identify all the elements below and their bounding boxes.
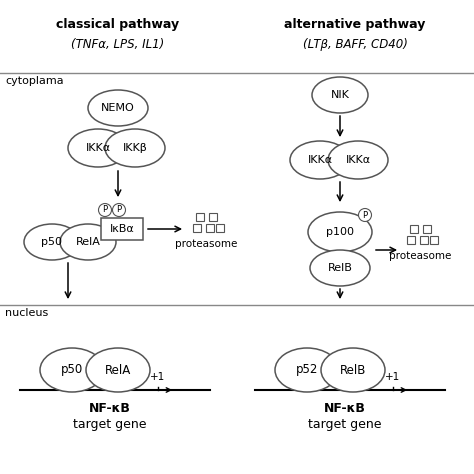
Ellipse shape [310,250,370,286]
Text: +1: +1 [150,372,165,382]
Text: classical pathway: classical pathway [56,18,180,31]
Bar [196,213,204,221]
Text: target gene: target gene [308,418,382,431]
Ellipse shape [68,129,128,167]
Text: RelB: RelB [328,263,353,273]
Ellipse shape [328,141,388,179]
Ellipse shape [358,209,372,221]
Ellipse shape [308,212,372,252]
Bar [430,236,438,244]
Ellipse shape [112,203,126,217]
Text: p100: p100 [326,227,354,237]
Text: P: P [363,210,367,219]
Ellipse shape [24,224,80,260]
Text: cytoplama: cytoplama [5,76,64,86]
Text: NF-κB: NF-κB [89,402,131,415]
Text: P: P [117,206,121,215]
Ellipse shape [60,224,116,260]
Ellipse shape [312,77,368,113]
Bar [206,224,214,232]
Bar [410,225,418,233]
Text: (LTβ, BAFF, CD40): (LTβ, BAFF, CD40) [302,38,408,51]
Bar [209,213,217,221]
Text: IKKα: IKKα [346,155,371,165]
Text: IKKα: IKKα [85,143,110,153]
Ellipse shape [88,90,148,126]
Text: proteasome: proteasome [389,251,451,261]
Text: IκBα: IκBα [109,224,134,234]
Text: p50: p50 [61,364,83,376]
Ellipse shape [86,348,150,392]
Text: target gene: target gene [73,418,147,431]
Text: P: P [102,206,108,215]
Bar [193,224,201,232]
Text: NEMO: NEMO [101,103,135,113]
Text: +1: +1 [385,372,400,382]
Text: IKKβ: IKKβ [123,143,147,153]
Text: RelB: RelB [340,364,366,376]
Text: IKKα: IKKα [308,155,333,165]
Text: p50: p50 [42,237,63,247]
Text: NF-κB: NF-κB [324,402,366,415]
Text: p52: p52 [296,364,318,376]
Bar [420,236,428,244]
Bar [423,225,431,233]
Ellipse shape [99,203,111,217]
Text: nucleus: nucleus [5,308,48,318]
Text: RelA: RelA [75,237,100,247]
Ellipse shape [321,348,385,392]
Text: alternative pathway: alternative pathway [284,18,426,31]
Bar [101,218,143,240]
Ellipse shape [275,348,339,392]
Bar [216,224,224,232]
Ellipse shape [105,129,165,167]
Bar [407,236,415,244]
Ellipse shape [290,141,350,179]
Text: NIK: NIK [330,90,349,100]
Text: proteasome: proteasome [175,239,237,249]
Text: RelA: RelA [105,364,131,376]
Text: (TNFα, LPS, IL1): (TNFα, LPS, IL1) [72,38,164,51]
Ellipse shape [40,348,104,392]
